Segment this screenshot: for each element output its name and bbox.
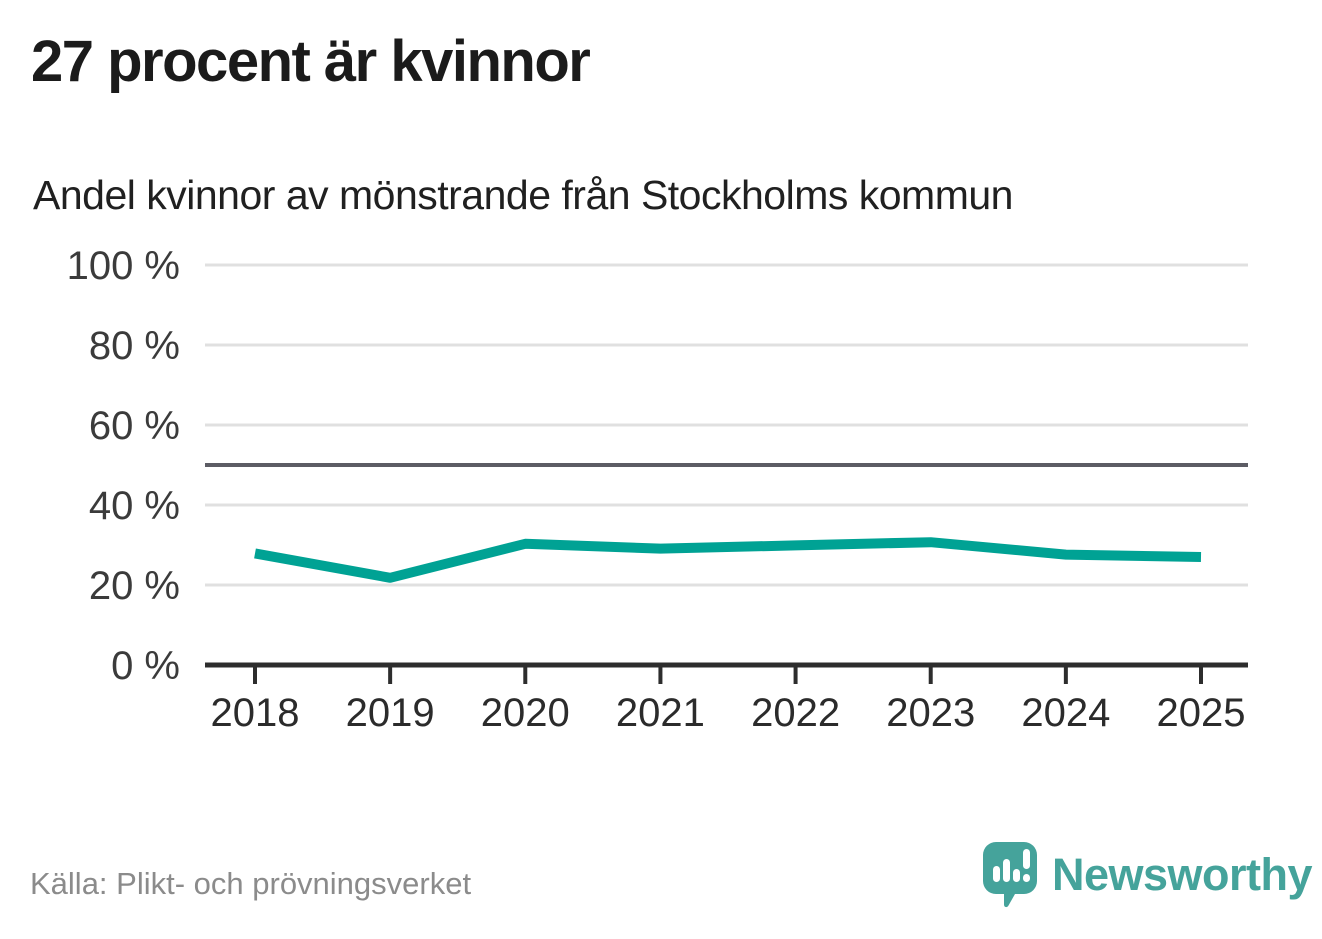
newsworthy-logo: Newsworthy bbox=[982, 841, 1313, 911]
y-axis-tick-label: 80 % bbox=[89, 324, 180, 368]
newsworthy-logo-text: Newsworthy bbox=[1052, 849, 1313, 900]
x-axis-tick-label: 2018 bbox=[211, 691, 300, 735]
x-axis-tick-label: 2025 bbox=[1157, 691, 1246, 735]
bar-chart-glyph bbox=[993, 849, 1030, 882]
source-note: Källa: Plikt- och prövningsverket bbox=[30, 866, 472, 901]
chart-subtitle: Andel kvinnor av mönstrande från Stockho… bbox=[33, 172, 1013, 218]
exclamation-bar bbox=[1023, 849, 1030, 869]
chart-title: 27 procent är kvinnor bbox=[31, 29, 591, 94]
data-line-andel-kvinnor bbox=[254, 537, 1202, 583]
newsworthy-logo-icon bbox=[983, 842, 1037, 908]
y-axis-tick-label: 0 % bbox=[111, 644, 180, 688]
y-axis-tick-label: 20 % bbox=[89, 564, 180, 608]
x-axis-tick-label: 2022 bbox=[751, 691, 840, 735]
x-axis-tick-label: 2020 bbox=[481, 691, 570, 735]
x-axis-tick-label: 2023 bbox=[886, 691, 975, 735]
x-axis-tick-label: 2021 bbox=[616, 691, 705, 735]
y-axis-tick-label: 40 % bbox=[89, 484, 180, 528]
y-axis-tick-label: 60 % bbox=[89, 404, 180, 448]
y-axis-tick-label: 100 % bbox=[67, 244, 180, 288]
x-axis-tick-label: 2019 bbox=[346, 691, 435, 735]
exclamation-dot bbox=[1023, 874, 1030, 882]
x-axis-tick-label: 2024 bbox=[1021, 691, 1110, 735]
